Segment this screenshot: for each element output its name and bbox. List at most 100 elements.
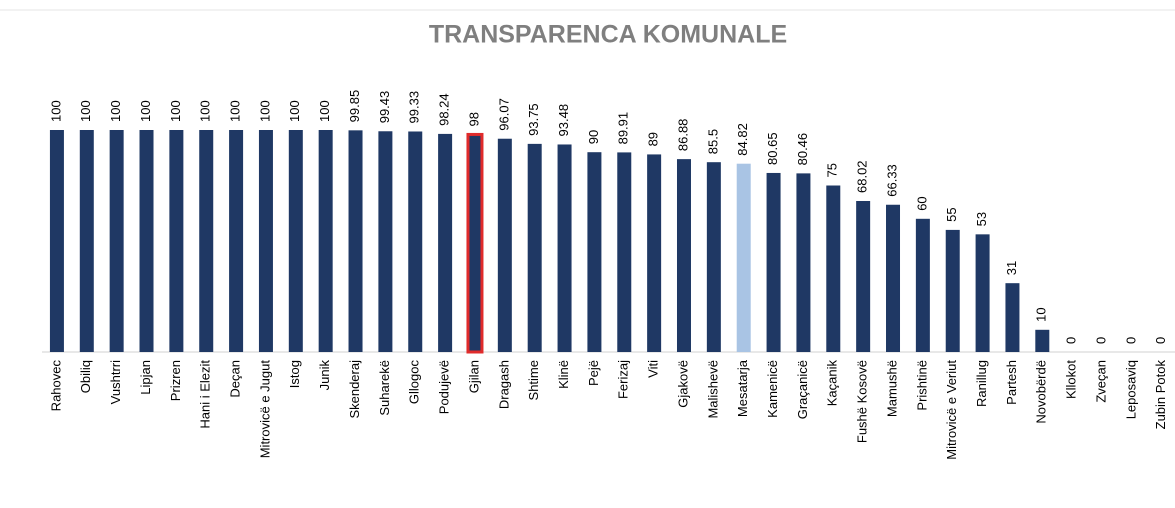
bar	[676, 159, 691, 352]
x-tick-label: Pejë	[586, 360, 601, 386]
bar	[466, 132, 484, 354]
x-tick-label: Ferizaj	[616, 360, 631, 399]
bar	[49, 130, 64, 352]
bar	[796, 173, 811, 352]
value-label: 93.48	[556, 104, 571, 137]
value-label: 66.33	[884, 164, 899, 197]
bar	[139, 130, 154, 352]
value-label: 99.33	[407, 91, 422, 124]
x-tick-label: Graçanicë	[795, 360, 810, 419]
bar	[79, 130, 94, 352]
x-tick-label: Podujevë	[437, 360, 452, 414]
value-label: 100	[48, 100, 63, 122]
x-tick-label: Ranillug	[974, 360, 989, 407]
value-label: 86.88	[675, 119, 690, 152]
value-label: 75	[825, 163, 840, 177]
x-tick-label: Skenderaj	[347, 360, 362, 419]
value-label: 100	[78, 100, 93, 122]
bar	[288, 130, 303, 352]
value-label: 80.46	[795, 133, 810, 166]
value-label: 0	[1153, 337, 1168, 344]
bar	[348, 130, 363, 352]
value-label: 99.85	[347, 90, 362, 123]
x-tick-label: Junik	[317, 360, 332, 391]
x-tick-label: Fushë Kosovë	[855, 360, 870, 443]
value-label: 90	[586, 130, 601, 144]
x-tick-label: Novobërdë	[1034, 360, 1049, 424]
x-tick-label: Zubin Potok	[1153, 360, 1168, 430]
bar	[886, 204, 901, 352]
value-label: 89.91	[616, 112, 631, 145]
value-label: 84.82	[735, 123, 750, 156]
x-tick-label: Gjakovë	[675, 360, 690, 408]
bar	[438, 133, 453, 352]
bar	[706, 162, 721, 352]
bar	[975, 234, 990, 352]
x-tick-label: Gllogoc	[407, 360, 422, 405]
value-label: 68.02	[855, 160, 870, 193]
value-label: 99.43	[377, 91, 392, 124]
bar	[229, 130, 244, 352]
x-tick-label: Prizren	[168, 360, 183, 401]
bar	[826, 185, 841, 352]
bar	[318, 130, 333, 352]
x-tick-label: Vushtrri	[108, 360, 123, 404]
bar	[408, 131, 423, 352]
x-tick-label: Malishevë	[705, 360, 720, 419]
x-tick-label: Deçan	[228, 360, 243, 398]
bar	[378, 131, 393, 352]
value-label: 100	[228, 100, 243, 122]
value-label: 0	[1093, 337, 1108, 344]
value-label: 96.07	[496, 98, 511, 131]
value-label: 98.24	[437, 93, 452, 126]
bar	[1035, 329, 1050, 352]
bar	[199, 130, 214, 352]
x-tick-label: Kllokot	[1064, 360, 1079, 399]
value-label: 80.65	[765, 132, 780, 165]
x-tick-label: Obiliq	[78, 360, 93, 393]
x-tick-label: Zveçan	[1093, 360, 1108, 403]
bar	[856, 200, 871, 352]
bar	[945, 229, 960, 352]
bar	[169, 130, 184, 352]
bar	[497, 138, 512, 352]
x-tick-label: Kamenicë	[765, 360, 780, 418]
value-label: 100	[108, 100, 123, 122]
bar	[557, 144, 572, 352]
value-label: 60	[914, 196, 929, 210]
x-tick-label: Gjilan	[466, 360, 481, 393]
x-tick-label: Prishtinë	[914, 360, 929, 411]
x-tick-label: Shtime	[526, 360, 541, 400]
x-tick-label: Kaçanik	[825, 360, 840, 407]
x-tick-label: Dragash	[496, 360, 511, 409]
x-tick-label: Viti	[646, 360, 661, 378]
value-label: 100	[198, 100, 213, 122]
value-label: 31	[1004, 261, 1019, 275]
bar	[527, 143, 542, 352]
bar	[736, 163, 751, 352]
value-label: 100	[138, 100, 153, 122]
bar	[587, 152, 602, 352]
value-label: 100	[287, 100, 302, 122]
value-label: 55	[944, 207, 959, 221]
x-tick-label: Lipjan	[138, 360, 153, 395]
value-label: 100	[257, 100, 272, 122]
value-label: 0	[1064, 337, 1079, 344]
bar	[766, 172, 781, 352]
x-tick-label: Mitrovicë e Veriut	[944, 360, 959, 460]
bar	[647, 154, 662, 352]
value-label: 0	[1123, 337, 1138, 344]
x-tick-label: Suharekë	[377, 360, 392, 416]
x-tick-label: Leposaviq	[1123, 360, 1138, 419]
bar	[617, 152, 632, 352]
bar	[109, 130, 124, 352]
x-tick-label: Istog	[287, 360, 302, 388]
chart-title: TRANSPARENCA KOMUNALE	[429, 21, 787, 49]
x-tick-label: Hani i Elezit	[198, 360, 213, 429]
x-tick-label: Mesatarja	[735, 359, 750, 417]
bar	[258, 130, 273, 352]
value-label: 100	[168, 100, 183, 122]
value-label: 89	[646, 132, 661, 146]
value-label: 10	[1034, 307, 1049, 321]
